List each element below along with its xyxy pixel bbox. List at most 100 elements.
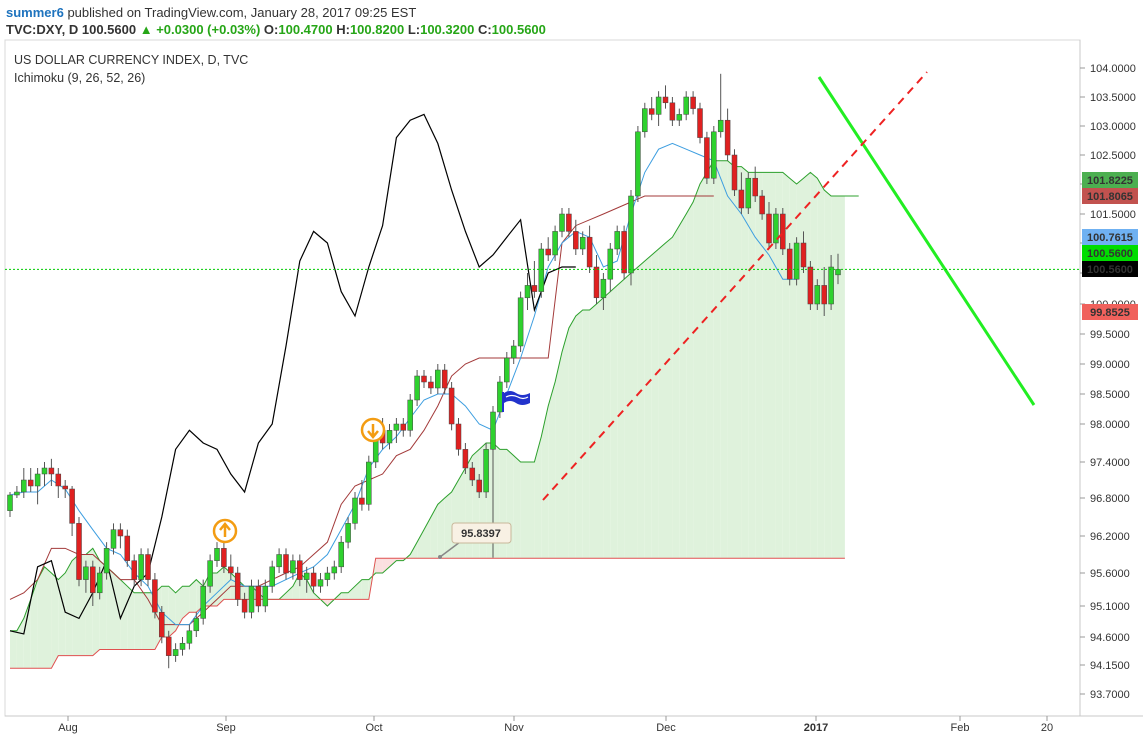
- candle-body: [228, 566, 234, 574]
- x-tick-label: Sep: [216, 722, 236, 734]
- x-tick-label: Nov: [504, 722, 524, 734]
- up-arrow-icon: ▲: [139, 22, 153, 37]
- cloud-segment: [838, 196, 845, 559]
- candle-body: [400, 423, 407, 431]
- candle-body: [7, 494, 13, 511]
- candle-body: [621, 231, 627, 274]
- candle-body: [145, 554, 151, 580]
- candle-body: [179, 642, 186, 650]
- candle-body: [579, 236, 586, 250]
- candle-body: [352, 497, 358, 524]
- candle-body: [34, 473, 41, 487]
- candle-body: [152, 579, 158, 613]
- y-tick-label: 104.0000: [1090, 63, 1136, 75]
- candle-body: [117, 529, 124, 537]
- cloud-segment: [37, 566, 45, 669]
- candle-body: [221, 548, 227, 568]
- cloud-segment: [382, 558, 390, 573]
- cloud-segment: [817, 178, 825, 559]
- close-value: 100.5600: [491, 22, 546, 37]
- cloud-segment: [520, 462, 528, 559]
- cloud-segment: [375, 558, 383, 573]
- cloud-segment: [575, 310, 583, 559]
- cloud-segment: [803, 172, 811, 559]
- candle-body: [655, 96, 662, 115]
- candle-body: [476, 479, 482, 493]
- y-tick-label: 94.6000: [1090, 632, 1130, 644]
- cloud-segment: [444, 492, 452, 559]
- candle-body: [835, 269, 841, 276]
- cloud-segment: [631, 267, 638, 559]
- candle-body: [773, 213, 779, 244]
- candle-body: [497, 381, 503, 413]
- cloud-segment: [527, 462, 535, 559]
- signal-up-icon[interactable]: [212, 518, 238, 544]
- candle-body: [724, 119, 731, 156]
- cloud-segment: [189, 579, 197, 613]
- candle-body: [435, 369, 441, 389]
- candle-body: [283, 554, 289, 574]
- high-value: 100.8200: [349, 22, 405, 37]
- candle-body: [214, 548, 220, 561]
- signal-down-icon[interactable]: [360, 417, 386, 443]
- candle-body: [469, 467, 476, 481]
- candlesticks: [7, 73, 841, 669]
- candle-body: [559, 213, 565, 232]
- uptrend-dashed-line[interactable]: [542, 71, 928, 501]
- cloud-segment: [713, 160, 721, 559]
- y-tick-label: 98.0000: [1090, 419, 1130, 431]
- candle-body: [614, 231, 620, 250]
- cloud-segment: [396, 558, 404, 561]
- candle-body: [276, 554, 282, 568]
- cloud-segment: [120, 579, 128, 650]
- downtrend-line[interactable]: [817, 76, 1036, 406]
- candle-body: [586, 236, 593, 268]
- cloud-segment: [85, 548, 93, 656]
- candle-body: [690, 96, 696, 109]
- candle-body: [745, 177, 752, 209]
- candle-body: [83, 566, 89, 580]
- candle-body: [27, 479, 34, 487]
- cloud-segment: [430, 504, 438, 559]
- cloud-segment: [23, 599, 31, 669]
- flag-icon[interactable]: [502, 391, 530, 412]
- candle-body: [290, 560, 296, 574]
- cloud-segment: [51, 573, 59, 669]
- candle-body: [69, 488, 75, 524]
- candle-body: [807, 266, 814, 305]
- candle-body: [207, 560, 213, 587]
- candle-body: [407, 399, 413, 431]
- senkou-b-price-label: 99.8525: [1090, 307, 1130, 319]
- author-link[interactable]: summer6: [6, 5, 64, 20]
- y-tick-label: 103.0000: [1090, 121, 1136, 133]
- candle-body: [159, 611, 165, 638]
- kijun-price-label: 101.8065: [1087, 191, 1133, 203]
- cloud-segment: [568, 316, 576, 559]
- candle-body: [200, 585, 206, 619]
- y-tick-label: 101.5000: [1090, 209, 1136, 221]
- candle-body: [428, 381, 434, 389]
- cloud-segment: [617, 279, 625, 559]
- cloud-segment: [775, 172, 783, 559]
- candle-body: [21, 479, 27, 493]
- low-label: L:: [407, 22, 421, 37]
- x-tick-label: Feb: [951, 722, 970, 734]
- candle-body: [172, 649, 179, 656]
- price-callout[interactable]: 95.8397: [438, 522, 512, 559]
- callout-text: 95.8397: [461, 528, 501, 540]
- candle-body: [648, 108, 655, 115]
- candle-body: [386, 430, 393, 444]
- candle-body: [76, 523, 82, 580]
- cloud-segment: [168, 586, 176, 637]
- y-tick-label: 95.6000: [1090, 568, 1130, 580]
- cloud-segment: [341, 592, 349, 600]
- candle-body: [711, 131, 717, 179]
- cloud-segment: [769, 172, 776, 559]
- candle-body: [697, 108, 703, 138]
- time-axis[interactable]: Aug Sep Oct Nov Dec 2017 Feb 20: [58, 716, 1053, 734]
- price-axis[interactable]: 104.0000103.5000103.0000102.5000102.0000…: [1080, 63, 1136, 701]
- candle-body: [566, 213, 572, 232]
- senkou-a-price-label: 101.8225: [1087, 175, 1133, 187]
- cloud-segment: [658, 243, 666, 559]
